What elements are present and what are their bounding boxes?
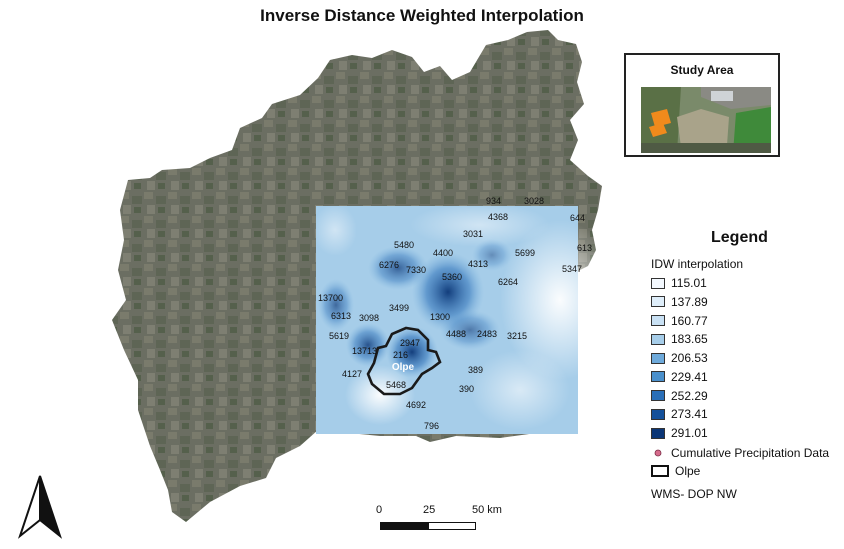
legend-subtitle: IDW interpolation [651, 257, 744, 271]
olpe-label: Olpe [392, 362, 415, 373]
legend-item-points: Cumulative Precipitation Data [651, 444, 829, 462]
station-label: 613 [577, 243, 592, 253]
legend-title: Legend [711, 229, 768, 246]
study-area-image [641, 87, 771, 153]
legend-class-item: 183.65 [651, 330, 708, 348]
legend-basemap-label: WMS- DOP NW [651, 487, 737, 501]
legend-class-item: 137.89 [651, 293, 708, 311]
station-label: 216 [393, 350, 408, 360]
legend-swatch [651, 390, 665, 401]
legend-class-item: 160.77 [651, 312, 708, 330]
station-label: 2947 [400, 338, 420, 348]
north-arrow-icon [17, 475, 63, 539]
legend-class-label: 115.01 [671, 276, 707, 290]
station-label: 1300 [430, 312, 450, 322]
station-label: 4368 [488, 212, 508, 222]
legend-swatch [651, 371, 665, 383]
legend-item-olpe: Olpe [651, 462, 700, 480]
station-label: 3031 [463, 229, 483, 239]
station-label: 5480 [394, 240, 414, 250]
station-label: 796 [424, 421, 439, 431]
legend-swatch [651, 315, 665, 326]
legend-point-label: Cumulative Precipitation Data [671, 446, 830, 460]
station-label: 5699 [515, 248, 535, 258]
legend-swatch [651, 277, 665, 289]
legend-class-label: 252.29 [671, 388, 708, 403]
legend-swatch [651, 352, 665, 364]
scale-segment-1 [380, 522, 428, 530]
station-label: 13700 [318, 293, 343, 303]
point-symbol-icon [654, 449, 662, 457]
scale-label-50: 50 km [472, 504, 502, 516]
station-label: 7330 [406, 265, 426, 275]
legend-class-label: 137.89 [671, 294, 708, 309]
station-label: 2483 [477, 329, 497, 339]
legend-class-item: 115.01 [651, 274, 707, 292]
station-label: 6313 [331, 311, 351, 321]
station-label: 5468 [386, 380, 406, 390]
legend-swatch [651, 427, 665, 439]
station-label: 4127 [342, 369, 362, 379]
station-label: 4313 [468, 259, 488, 269]
legend-swatch [651, 408, 665, 420]
scale-segment-2 [428, 522, 476, 530]
map-title: Inverse Distance Weighted Interpolation [260, 6, 584, 25]
legend-class-item: 252.29 [651, 387, 708, 405]
inset-map: Study Area [624, 53, 780, 157]
legend-class-label: 291.01 [671, 426, 708, 440]
scale-label-25: 25 [423, 504, 436, 516]
station-label: 390 [459, 384, 474, 394]
scale-label-0: 0 [376, 504, 383, 516]
station-label: 3098 [359, 313, 379, 323]
station-label: 4488 [446, 329, 466, 339]
legend-class-label: 229.41 [671, 369, 708, 384]
station-label: 4692 [406, 400, 426, 410]
legend-class-item: 291.01 [651, 424, 708, 442]
legend-class-label: 183.65 [671, 332, 708, 347]
station-label: 3215 [507, 331, 527, 341]
stations: 934 3028 4368 644 3031 613 5480 4400 5699 6276 733… [318, 196, 592, 431]
station-label: 4400 [433, 248, 453, 258]
legend-class-label: 206.53 [671, 351, 708, 365]
olpe-boundary [366, 326, 442, 396]
station-label: 934 [486, 196, 501, 206]
station-label: 389 [468, 365, 483, 375]
station-label: 6264 [498, 277, 518, 287]
legend-class-item: 229.41 [651, 368, 708, 386]
legend-class-label: 160.77 [671, 313, 708, 328]
inset-title: Study Area [670, 63, 734, 77]
station-label: 5347 [562, 264, 582, 274]
legend-boundary-label: Olpe [675, 464, 701, 478]
legend-class-label: 273.41 [671, 407, 708, 422]
legend-swatch [651, 333, 665, 345]
station-label: 13713 [352, 346, 377, 356]
station-label: 6276 [379, 260, 399, 270]
boundary-swatch-icon [651, 465, 669, 477]
station-label: 3499 [389, 303, 409, 313]
legend-class-item: 273.41 [651, 405, 708, 423]
legend-class-item: 206.53 [651, 349, 708, 367]
idw-raster [313, 203, 620, 434]
legend-item-basemap: WMS- DOP NW [651, 485, 737, 503]
station-label: 644 [570, 213, 585, 223]
station-label: 5360 [442, 272, 462, 282]
station-label: 3028 [524, 196, 544, 206]
scale-bar: 0 25 50 km [372, 504, 512, 536]
legend-swatch [651, 296, 665, 308]
station-label: 5619 [329, 331, 349, 341]
